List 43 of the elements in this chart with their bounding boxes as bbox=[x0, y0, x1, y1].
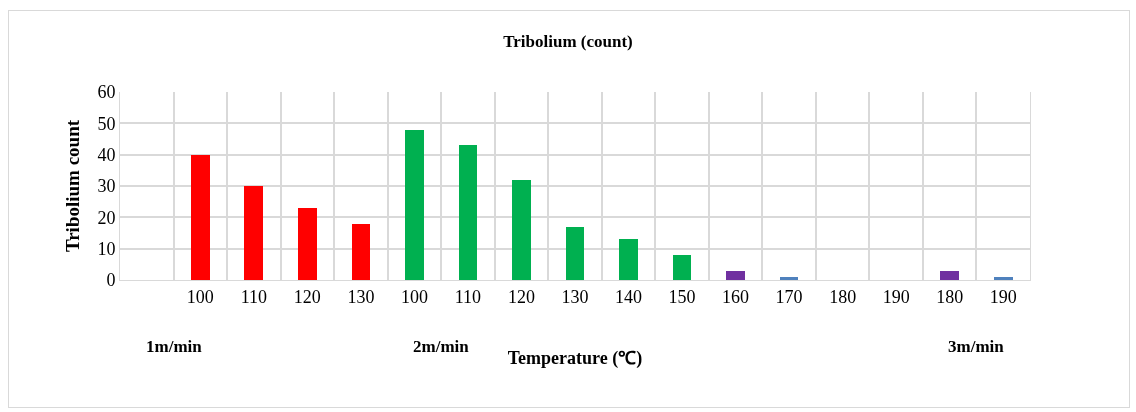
bar bbox=[352, 224, 370, 280]
y-tick-label: 40 bbox=[97, 144, 116, 165]
x-tick-label: 180 bbox=[829, 286, 857, 307]
x-tick-label: 150 bbox=[668, 286, 696, 307]
y-tick-label: 60 bbox=[97, 82, 116, 103]
bar bbox=[673, 255, 691, 280]
x-tick-label: 190 bbox=[882, 286, 910, 307]
text: 2m/min bbox=[413, 337, 470, 356]
y-tick-label: 50 bbox=[97, 113, 116, 134]
bar bbox=[191, 155, 210, 280]
bar bbox=[940, 271, 959, 280]
x-tick-label: 100 bbox=[186, 286, 214, 307]
x-tick-label: 120 bbox=[293, 286, 321, 307]
text: 1m/min bbox=[146, 337, 203, 356]
x-tick-label: 120 bbox=[507, 286, 535, 307]
x-tick-label: 130 bbox=[561, 286, 589, 307]
x-axis-title: Temperature (℃) bbox=[507, 347, 643, 369]
bar bbox=[994, 277, 1013, 280]
bar bbox=[405, 130, 424, 280]
bar bbox=[459, 145, 477, 280]
text: 3m/min bbox=[948, 337, 1005, 356]
x-tick-label: 100 bbox=[400, 286, 428, 307]
x-tick-label: 130 bbox=[347, 286, 375, 307]
x-tick-label: 170 bbox=[775, 286, 803, 307]
bar bbox=[780, 277, 798, 280]
bar bbox=[619, 239, 638, 280]
y-tick-label: 30 bbox=[97, 176, 116, 197]
y-axis-title: Tribolium count bbox=[62, 119, 84, 253]
chart-title: Tribolium (count) bbox=[503, 32, 633, 52]
x-tick-label: 190 bbox=[989, 286, 1017, 307]
x-tick-label: 110 bbox=[240, 286, 267, 307]
bar bbox=[566, 227, 584, 280]
bar bbox=[298, 208, 317, 280]
bar bbox=[726, 271, 745, 280]
x-tick-label: 180 bbox=[936, 286, 964, 307]
y-tick-label: 0 bbox=[106, 270, 116, 291]
x-tick-label: 140 bbox=[615, 286, 643, 307]
bar bbox=[512, 180, 531, 280]
x-tick-label: 110 bbox=[454, 286, 482, 307]
y-tick-label: 20 bbox=[97, 207, 116, 228]
x-tick-label: 160 bbox=[722, 286, 750, 307]
bar bbox=[244, 186, 263, 280]
y-tick-label: 10 bbox=[97, 238, 116, 259]
